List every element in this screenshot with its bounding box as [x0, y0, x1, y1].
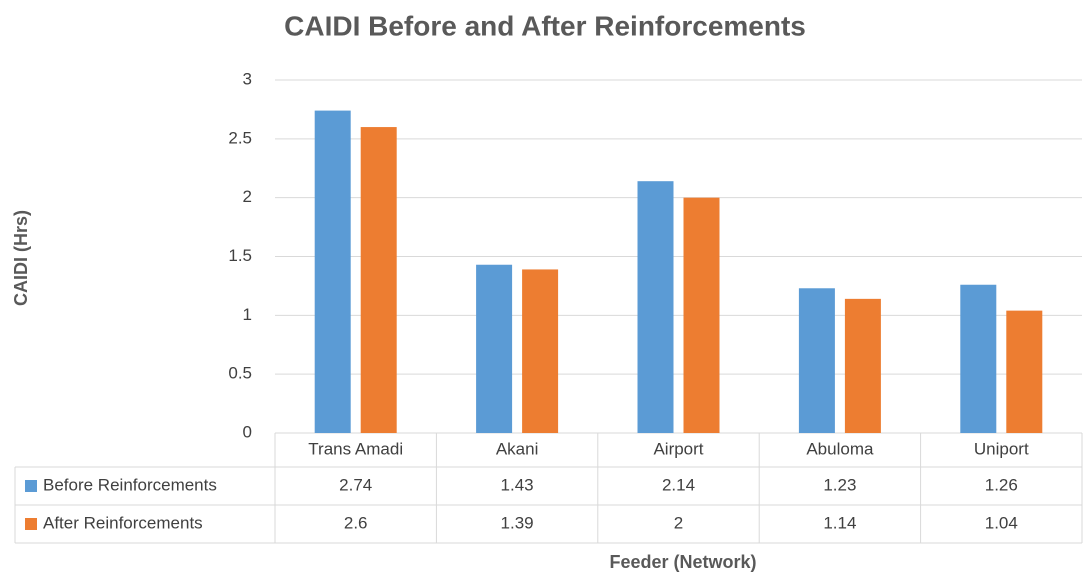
y-tick-label: 2.5 — [228, 128, 252, 147]
legend-label: Before Reinforcements — [43, 475, 217, 494]
table-value: 1.43 — [501, 475, 534, 494]
y-tick-label: 3 — [243, 69, 252, 88]
table-value: 1.04 — [985, 513, 1018, 532]
y-tick-label: 1 — [243, 305, 252, 324]
legend-swatch — [25, 480, 37, 492]
bar — [522, 269, 559, 433]
x-tick-label: Akani — [496, 439, 539, 458]
y-axis-title: CAIDI (Hrs) — [11, 210, 31, 306]
table-value: 1.26 — [985, 475, 1018, 494]
bar — [960, 284, 997, 433]
bar — [1006, 310, 1043, 433]
table-value: 1.14 — [823, 513, 856, 532]
bar — [683, 197, 720, 433]
table-value: 2.14 — [662, 475, 695, 494]
bar — [314, 110, 351, 434]
x-tick-label: Trans Amadi — [308, 439, 403, 458]
bar — [637, 181, 674, 433]
legend-label: After Reinforcements — [43, 513, 203, 532]
legend-swatch — [25, 518, 37, 530]
table-value: 1.39 — [501, 513, 534, 532]
bar — [476, 264, 513, 433]
x-tick-label: Abuloma — [806, 439, 874, 458]
table-value: 1.23 — [823, 475, 856, 494]
chart-title: CAIDI Before and After Reinforcements — [284, 10, 806, 41]
bar — [798, 288, 835, 433]
y-tick-label: 0.5 — [228, 364, 252, 383]
table-value: 2.6 — [344, 513, 368, 532]
y-tick-label: 1.5 — [228, 246, 252, 265]
x-axis-title: Feeder (Network) — [609, 552, 756, 572]
y-tick-label: 2 — [243, 187, 252, 206]
bar — [844, 298, 881, 433]
x-tick-label: Airport — [653, 439, 703, 458]
table-value: 2.74 — [339, 475, 372, 494]
x-tick-label: Uniport — [974, 439, 1029, 458]
table-value: 2 — [674, 513, 683, 532]
y-tick-label: 0 — [243, 422, 252, 441]
bar — [360, 127, 397, 434]
